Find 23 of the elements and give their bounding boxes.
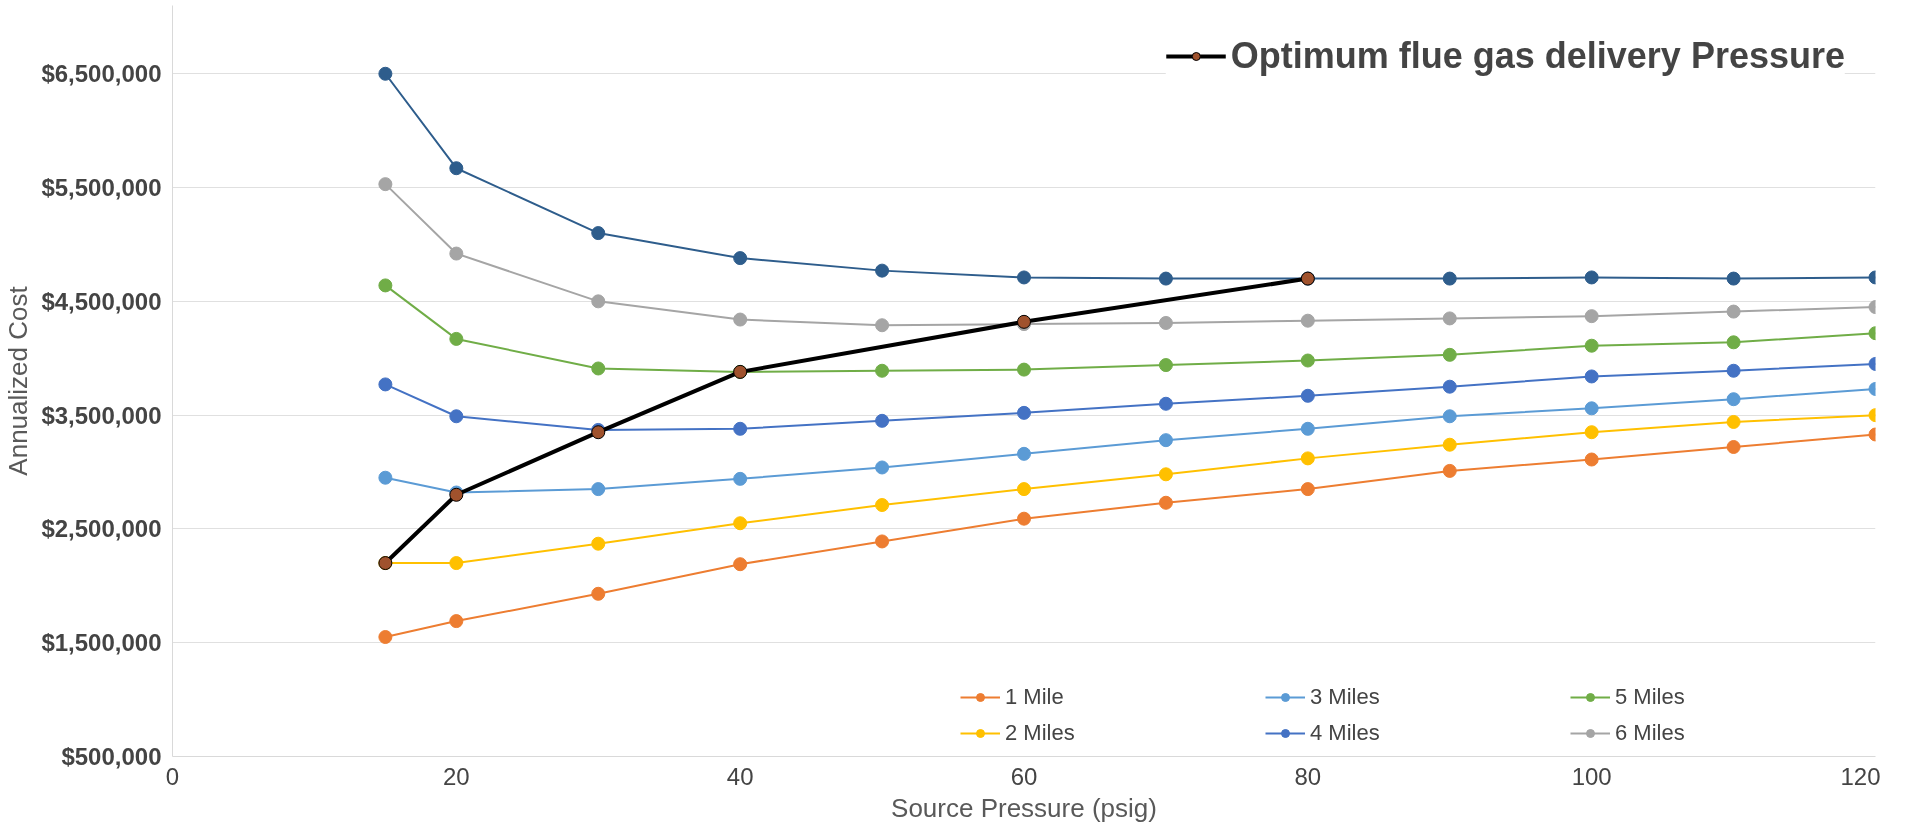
y-tick-label: $4,500,000 bbox=[41, 287, 162, 315]
legend-label: 6 Miles bbox=[1615, 720, 1686, 746]
legend-label: 1 Mile bbox=[1005, 684, 1065, 710]
y-tick-label: $6,500,000 bbox=[41, 60, 162, 88]
legend-label: 3 Miles bbox=[1310, 684, 1381, 710]
x-tick-label: 120 bbox=[1840, 762, 1881, 790]
x-tick-label: 100 bbox=[1571, 762, 1612, 790]
y-tick-label: $2,500,000 bbox=[41, 515, 162, 543]
y-tick-label: $3,500,000 bbox=[41, 401, 162, 429]
legend-label: 2 Miles bbox=[1005, 720, 1076, 746]
x-tick-label: 80 bbox=[1294, 762, 1322, 790]
x-tick-label: 60 bbox=[1010, 762, 1038, 790]
x-tick-label: 40 bbox=[726, 762, 754, 790]
y-tick-label: $5,500,000 bbox=[41, 174, 162, 202]
x-tick-label: 0 bbox=[165, 762, 180, 790]
x-tick-label: 20 bbox=[442, 762, 470, 790]
y-tick-label: $1,500,000 bbox=[41, 629, 162, 657]
x-axis-title: Source Pressure (psig) bbox=[891, 792, 1157, 823]
y-axis-title: Annualized Cost bbox=[3, 285, 34, 476]
y-tick-label: $500,000 bbox=[61, 743, 162, 770]
legend-label: 5 Miles bbox=[1615, 684, 1686, 710]
legend-label: 4 Miles bbox=[1310, 720, 1381, 746]
legend-label: Optimum flue gas delivery Pressure bbox=[1230, 35, 1845, 77]
